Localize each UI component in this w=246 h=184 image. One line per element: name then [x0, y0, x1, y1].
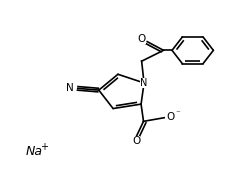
- Text: N: N: [66, 83, 74, 93]
- Text: O: O: [132, 136, 140, 146]
- Text: ⁻: ⁻: [175, 109, 180, 118]
- Text: +: +: [40, 142, 48, 152]
- Text: O: O: [166, 112, 174, 122]
- Text: Na: Na: [26, 145, 43, 158]
- Text: O: O: [138, 33, 146, 44]
- Text: N: N: [140, 78, 148, 88]
